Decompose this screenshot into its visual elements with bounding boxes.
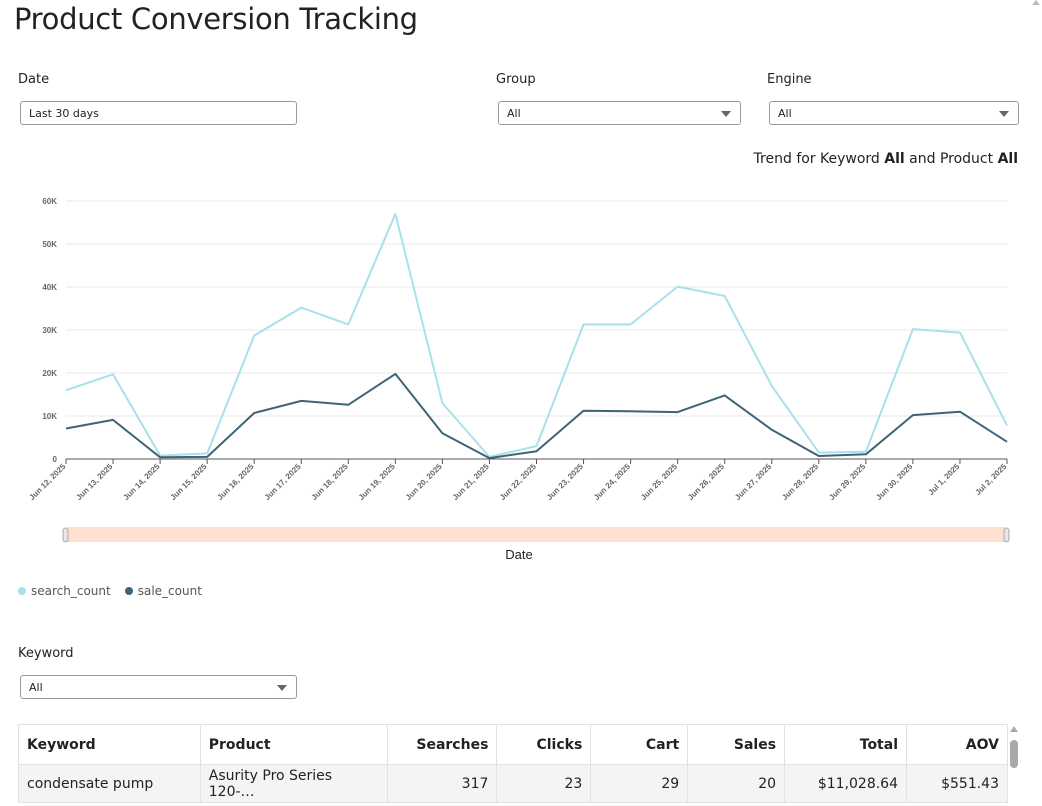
date-filter-value: Last 30 days [29, 107, 99, 120]
trend-caption: Trend for Keyword All and Product All [754, 151, 1018, 167]
x-tick-label: Jun 26, 2025 [686, 462, 726, 502]
x-tick-label: Jun 20, 2025 [404, 462, 444, 502]
column-header-sales[interactable]: Sales [687, 724, 786, 765]
cell-total: $11,028.64 [784, 764, 907, 803]
x-tick-label: Jun 25, 2025 [639, 462, 679, 502]
legend-item-search-count[interactable]: search_count [18, 584, 111, 598]
range-slider-left-handle[interactable] [62, 527, 69, 543]
cell-keyword: condensate pump [18, 764, 201, 803]
legend-item-sale-count[interactable]: sale_count [124, 584, 202, 598]
table-scrollbar-thumb[interactable] [1010, 740, 1018, 768]
column-header-cart[interactable]: Cart [590, 724, 689, 765]
x-tick-label: Jun 30, 2025 [874, 462, 914, 502]
x-tick-label: Jun 29, 2025 [827, 462, 867, 502]
group-filter-label: Group [496, 72, 536, 87]
y-tick-label: 60K [42, 197, 57, 206]
trend-caption-prefix: Trend for Keyword [753, 151, 885, 167]
engine-filter-value: All [778, 107, 792, 120]
column-header-searches[interactable]: Searches [387, 724, 498, 765]
x-tick-label: Jun 14, 2025 [121, 462, 161, 502]
conversion-table: Keyword Product Searches Clicks Cart Sal… [18, 724, 1008, 803]
table-scroll-up-arrow[interactable] [1010, 726, 1018, 732]
y-tick-label: 20K [42, 369, 57, 378]
x-tick-label: Jun 13, 2025 [74, 462, 114, 502]
legend-label-search-count: search_count [31, 584, 111, 598]
series-line-search-count [65, 212, 1008, 458]
trend-caption-middle: and Product [904, 151, 998, 167]
column-header-aov[interactable]: AOV [906, 724, 1008, 765]
trend-keyword: All [884, 151, 905, 167]
cell-product: Asurity Pro Series 120-… [199, 764, 389, 803]
y-tick-label: 30K [42, 326, 57, 335]
trend-chart[interactable]: 0 10K 20K 30K 40K 50K 60K Jun 12, 2025 Jun 13, … [0, 185, 1042, 570]
x-tick-label: Jun 12, 2025 [27, 462, 67, 502]
cell-cart: 29 [590, 764, 689, 803]
x-tick-label: Jun 18, 2025 [310, 462, 350, 502]
y-tick-label: 10K [42, 412, 57, 421]
x-tick-label: Jun 28, 2025 [780, 462, 820, 502]
date-filter-label: Date [18, 72, 50, 87]
group-filter-select[interactable]: All [498, 101, 741, 125]
cell-aov: $551.43 [906, 764, 1008, 803]
x-tick-label: Jul 1, 2025 [926, 462, 961, 497]
x-tick-label: Jun 19, 2025 [357, 462, 397, 502]
trend-product: All [997, 151, 1018, 167]
cell-searches: 317 [387, 764, 498, 803]
x-tick-label: Jun 21, 2025 [451, 462, 491, 502]
cell-sales: 20 [687, 764, 786, 803]
page-title: Product Conversion Tracking [14, 2, 418, 36]
legend-dot-icon [18, 587, 26, 595]
engine-filter-select[interactable]: All [769, 101, 1019, 125]
y-tick-label: 0 [53, 455, 58, 464]
group-filter-value: All [507, 107, 521, 120]
legend-label-sale-count: sale_count [137, 584, 202, 598]
keyword-filter-value: All [29, 681, 43, 694]
chevron-down-icon [999, 111, 1009, 117]
x-tick-label: Jul 2, 2025 [973, 462, 1008, 497]
keyword-filter-label: Keyword [18, 646, 74, 661]
series-line-sale-count [65, 372, 1008, 460]
legend-dot-icon [124, 587, 133, 595]
table-header-row: Keyword Product Searches Clicks Cart Sal… [18, 724, 1008, 765]
x-tick-label: Jun 24, 2025 [592, 462, 632, 502]
column-header-total[interactable]: Total [784, 724, 907, 765]
x-tick-label: Jun 15, 2025 [169, 462, 209, 502]
chevron-down-icon [277, 685, 287, 691]
chevron-down-icon [721, 111, 731, 117]
column-header-keyword[interactable]: Keyword [18, 724, 201, 765]
y-tick-label: 40K [42, 283, 57, 292]
chart-legend: search_count sale_count [18, 584, 202, 598]
x-tick-label: Jun 22, 2025 [498, 462, 538, 502]
x-tick-label: Jun 27, 2025 [733, 462, 773, 502]
keyword-filter-select[interactable]: All [20, 675, 297, 699]
range-slider-right-handle[interactable] [1003, 527, 1010, 543]
x-axis-title: Date [505, 547, 532, 562]
trend-chart-svg[interactable]: 0 10K 20K 30K 40K 50K 60K Jun 12, 2025 Jun 13, … [0, 185, 1042, 570]
x-tick-label: Jun 17, 2025 [263, 462, 303, 502]
page-scroll-up-arrow[interactable] [1032, 0, 1040, 5]
column-header-clicks[interactable]: Clicks [496, 724, 592, 765]
range-slider-track[interactable] [66, 527, 1007, 542]
engine-filter-label: Engine [767, 72, 812, 87]
y-tick-label: 50K [42, 240, 57, 249]
table-row[interactable]: condensate pump Asurity Pro Series 120-…… [18, 764, 1008, 803]
x-tick-label: Jun 16, 2025 [216, 462, 256, 502]
cell-clicks: 23 [496, 764, 592, 803]
x-tick-label: Jun 23, 2025 [545, 462, 585, 502]
date-filter-input[interactable]: Last 30 days [20, 101, 297, 125]
column-header-product[interactable]: Product [199, 724, 389, 765]
